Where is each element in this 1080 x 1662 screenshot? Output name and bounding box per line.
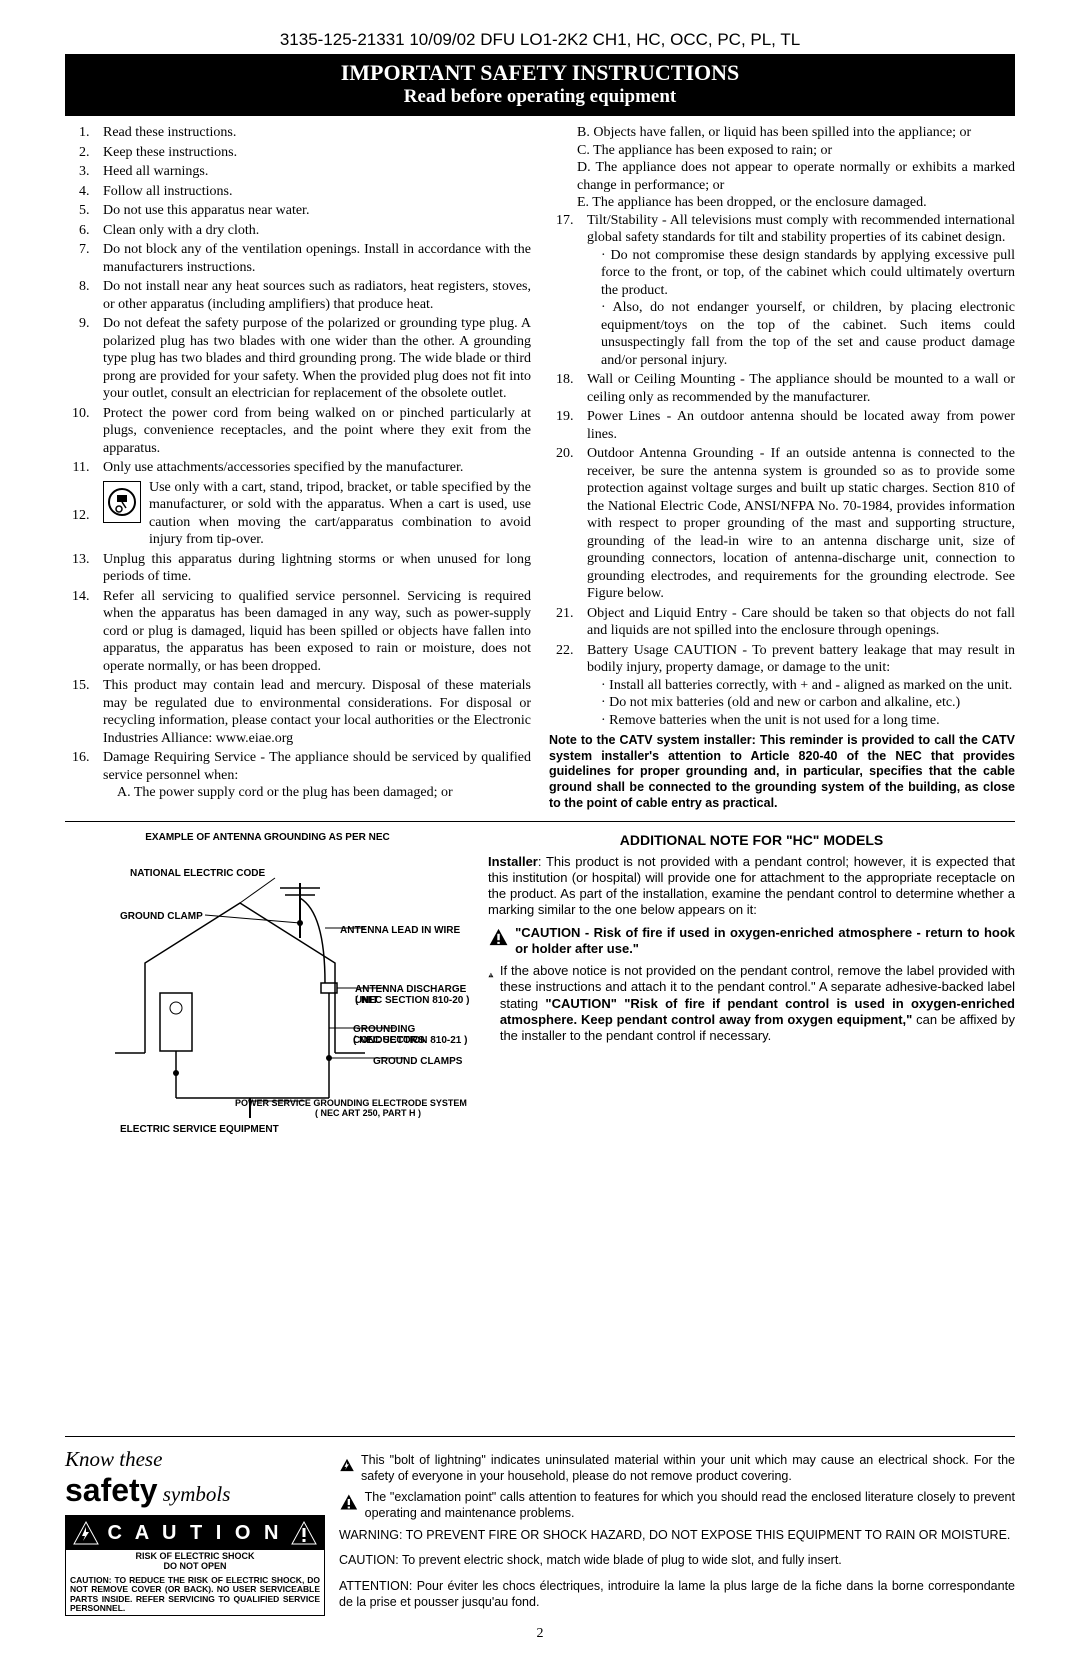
instr-14: Refer all servicing to qualified service… — [93, 588, 531, 676]
risk-text: RISK OF ELECTRIC SHOCK — [135, 1551, 254, 1561]
instr-16a: A. The power supply cord or the plug has… — [103, 784, 531, 802]
instr-16e: E. The appliance has been dropped, or th… — [549, 194, 1015, 212]
instr-21: Object and Liquid Entry - Care should be… — [577, 605, 1015, 640]
warning-triangle-icon — [488, 963, 494, 987]
instr-17b: · Also, do not endanger yourself, or chi… — [587, 299, 1015, 369]
instr-9: Do not defeat the safety purpose of the … — [93, 315, 531, 403]
hc-installer-para: Installer: This product is not provided … — [488, 854, 1015, 919]
hc-title: ADDITIONAL NOTE FOR "HC" MODELS — [488, 832, 1015, 850]
catv-note: Note to the CATV system installer: This … — [549, 733, 1015, 811]
excl-text: The "exclamation point" calls attention … — [365, 1490, 1015, 1521]
instr-22: Battery Usage CAUTION - To prevent batte… — [577, 642, 1015, 730]
right-column: B. Objects have fallen, or liquid has be… — [549, 124, 1015, 811]
lbl-clamp: GROUND CLAMP — [120, 911, 203, 922]
instr-7: Do not block any of the ventilation open… — [93, 241, 531, 276]
instr-18: Wall or Ceiling Mounting - The appliance… — [577, 371, 1015, 406]
hc-installer-label: Installer — [488, 854, 538, 869]
instr-1: Read these instructions. — [93, 124, 531, 142]
instr-3: Heed all warnings. — [93, 163, 531, 181]
warning-text: WARNING: TO PREVENT FIRE OR SHOCK HAZARD… — [339, 1528, 1015, 1544]
instr-12: Use only with a cart, stand, tripod, bra… — [93, 479, 531, 549]
lightning-triangle-icon — [72, 1520, 100, 1546]
lbl-nec: NATIONAL ELECTRIC CODE — [130, 868, 265, 879]
safety-symbols-row: Know these safety symbols C A U T I O N — [65, 1447, 1015, 1616]
lbl-ese: ELECTRIC SERVICE EQUIPMENT — [120, 1124, 279, 1135]
instr-15: This product may contain lead and mercur… — [93, 677, 531, 747]
banner-subtitle: Read before operating equipment — [65, 86, 1015, 108]
caution-bar-text: C A U T I O N — [108, 1522, 283, 1545]
left-column: Read these instructions. Keep these inst… — [65, 124, 531, 811]
instr-12-text: Use only with a cart, stand, tripod, bra… — [149, 479, 531, 549]
lbl-discharge2: ( NEC SECTION 810-20 ) — [355, 995, 469, 1006]
caution-bottom: CAUTION: TO REDUCE THE RISK OF ELECTRIC … — [66, 1574, 324, 1615]
symbols-word: symbols — [158, 1482, 231, 1506]
hc-warning-1: "CAUTION - Risk of fire if used in oxyge… — [515, 925, 1015, 958]
diagram-hc-row: EXAMPLE OF ANTENNA GROUNDING AS PER NEC — [65, 832, 1015, 1426]
doc-header: 3135-125-21331 10/09/02 DFU LO1-2K2 CH1,… — [65, 30, 1015, 50]
hc-note: ADDITIONAL NOTE FOR "HC" MODELS Installe… — [488, 832, 1015, 1426]
instructions-columns: Read these instructions. Keep these inst… — [65, 124, 1015, 811]
instr-16d: D. The appliance does not appear to oper… — [549, 159, 1015, 194]
instr-13: Unplug this apparatus during lightning s… — [93, 551, 531, 586]
instr-22b: · Do not mix batteries (old and new or c… — [587, 694, 1015, 712]
safety-word: safety — [65, 1472, 158, 1508]
instr-6: Clean only with a dry cloth. — [93, 222, 531, 240]
lightning-triangle-icon — [339, 1453, 355, 1477]
know-these-heading: Know these safety symbols — [65, 1447, 325, 1509]
instr-16c: C. The appliance has been exposed to rai… — [549, 142, 1015, 160]
caution-risk: RISK OF ELECTRIC SHOCK DO NOT OPEN — [66, 1550, 324, 1574]
diagram-title: EXAMPLE OF ANTENNA GROUNDING AS PER NEC — [65, 832, 470, 843]
lbl-pse2: ( NEC ART 250, PART H ) — [315, 1108, 421, 1118]
warning-triangle-icon — [488, 925, 509, 949]
instr-10: Protect the power cord from being walked… — [93, 405, 531, 458]
lbl-pse1: POWER SERVICE GROUNDING ELECTRODE SYSTEM — [235, 1098, 467, 1108]
symbols-right: This "bolt of lightning" indicates unins… — [339, 1447, 1015, 1616]
exclamation-triangle-icon — [339, 1490, 359, 1514]
symbols-left: Know these safety symbols C A U T I O N — [65, 1447, 325, 1616]
caution-label-box: C A U T I O N RISK OF ELECTRIC SHOCK DO … — [65, 1515, 325, 1616]
banner-title: IMPORTANT SAFETY INSTRUCTIONS — [65, 60, 1015, 86]
instr-20: Outdoor Antenna Grounding - If an outsid… — [577, 445, 1015, 603]
instr-22c: · Remove batteries when the unit is not … — [587, 712, 1015, 730]
instr-8: Do not install near any heat sources suc… — [93, 278, 531, 313]
instr-22-text: Battery Usage CAUTION - To prevent batte… — [587, 643, 1015, 676]
instr-16: Damage Requiring Service - The appliance… — [93, 749, 531, 802]
attention-text: ATTENTION: Pour éviter les chocs électri… — [339, 1579, 1015, 1610]
instr-4: Follow all instructions. — [93, 183, 531, 201]
caution-text: CAUTION: To prevent electric shock, matc… — [339, 1553, 1015, 1569]
instr-5: Do not use this apparatus near water. — [93, 202, 531, 220]
instr-2: Keep these instructions. — [93, 144, 531, 162]
instruction-list-left: Read these instructions. Keep these inst… — [65, 124, 531, 802]
separator-1 — [65, 821, 1015, 822]
instr-17: Tilt/Stability - All televisions must co… — [577, 212, 1015, 370]
page-number: 2 — [65, 1626, 1015, 1642]
separator-2 — [65, 1436, 1015, 1437]
instr-11: Only use attachments/accessories specifi… — [93, 459, 531, 477]
instr-19: Power Lines - An outdoor antenna should … — [577, 408, 1015, 443]
lbl-leadin: ANTENNA LEAD IN WIRE — [340, 925, 460, 936]
hc-installer-text: : This product is not provided with a pe… — [488, 854, 1015, 918]
know-these: Know these — [65, 1447, 162, 1471]
donot-text: DO NOT OPEN — [163, 1561, 226, 1571]
safety-banner: IMPORTANT SAFETY INSTRUCTIONS Read befor… — [65, 54, 1015, 116]
instruction-list-right: Tilt/Stability - All televisions must co… — [549, 212, 1015, 730]
cart-tipover-icon — [103, 481, 141, 523]
hc-warning-2: If the above notice is not provided on t… — [500, 963, 1015, 1044]
instr-16b: B. Objects have fallen, or liquid has be… — [549, 124, 1015, 142]
lbl-cond2: ( NEC SECTION 810-21 ) — [353, 1035, 467, 1046]
grounding-diagram: EXAMPLE OF ANTENNA GROUNDING AS PER NEC — [65, 832, 470, 1426]
instr-17a: · Do not compromise these design standar… — [587, 247, 1015, 300]
lbl-clamps: GROUND CLAMPS — [373, 1056, 462, 1067]
instr-16-text: Damage Requiring Service - The appliance… — [103, 750, 531, 783]
instr-17-text: Tilt/Stability - All televisions must co… — [587, 213, 1015, 246]
caution-bar: C A U T I O N — [66, 1516, 324, 1550]
page: 3135-125-21331 10/09/02 DFU LO1-2K2 CH1,… — [0, 0, 1080, 1662]
exclamation-triangle-icon — [290, 1520, 318, 1546]
instr-22a: · Install all batteries correctly, with … — [587, 677, 1015, 695]
bolt-text: This "bolt of lightning" indicates unins… — [361, 1453, 1015, 1484]
